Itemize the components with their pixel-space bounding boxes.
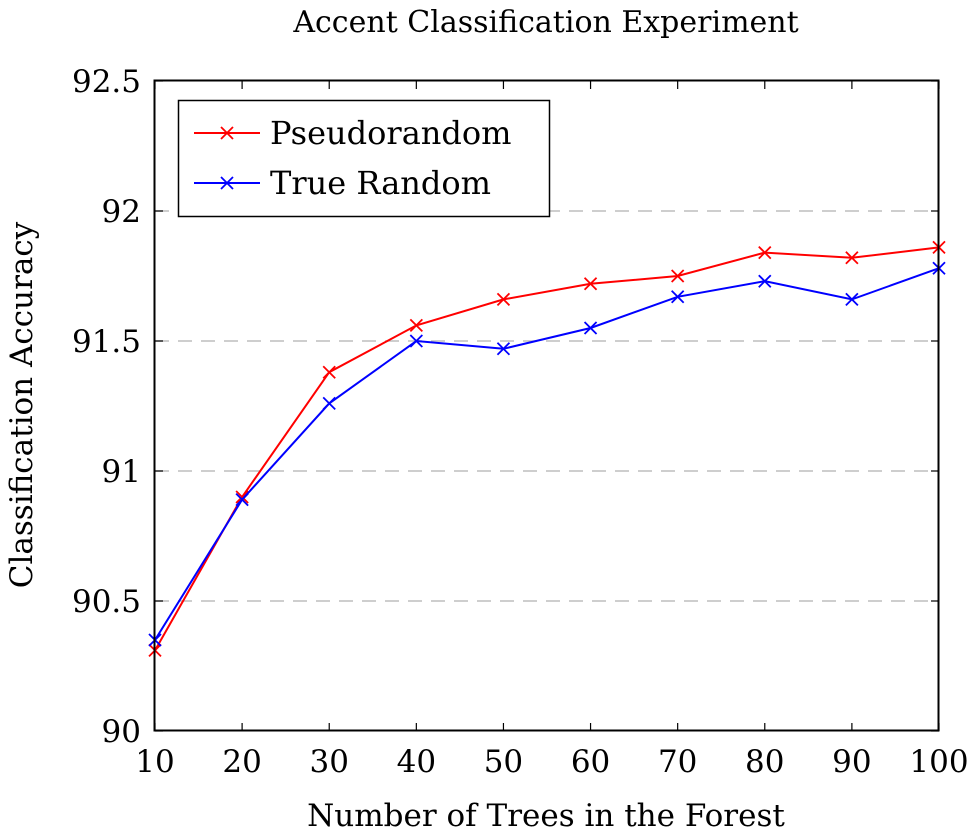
x-tick-label: 80 (745, 744, 784, 780)
x-tick-label: 10 (135, 744, 174, 780)
legend-marker (220, 176, 234, 190)
y-tick-label: 91.5 (72, 324, 141, 360)
x-tick-label: 50 (484, 744, 523, 780)
data-point (671, 269, 685, 283)
legend-item-pseudorandom: Pseudorandom (194, 114, 511, 152)
y-axis-label: Classification Accuracy (4, 221, 40, 588)
y-tick-label: 92.5 (72, 64, 141, 100)
legend-box (177, 99, 551, 218)
x-tick-label: 30 (309, 744, 348, 780)
legend: Pseudorandom True Random (177, 99, 551, 218)
data-point (583, 321, 598, 335)
data-point (845, 292, 859, 307)
series-line-pseudorandom (154, 246, 940, 651)
plot-series (148, 240, 946, 658)
series-pseudorandom (148, 240, 946, 658)
data-point (496, 292, 511, 307)
x-tick-label: 20 (222, 744, 261, 780)
data-point (758, 245, 772, 260)
y-tick-label: 92 (102, 194, 141, 230)
grid-lines (155, 210, 939, 602)
y-tick-label: 91 (102, 454, 141, 490)
chart-title: Accent Classification Experiment (292, 5, 798, 40)
legend-item-true-random: True Random (194, 164, 491, 202)
y-tick-label: 90.5 (72, 584, 141, 620)
x-tick-label: 70 (658, 744, 697, 780)
legend-label: True Random (270, 164, 491, 202)
series-line-true-random (154, 267, 940, 641)
data-point (496, 342, 511, 356)
data-point (409, 334, 423, 348)
y-tick-label: 90 (102, 714, 141, 750)
x-tick-label: 60 (571, 744, 610, 780)
x-axis-label: Number of Trees in the Forest (307, 798, 785, 834)
series-true-random (148, 261, 946, 647)
plot-frame (153, 79, 940, 732)
legend-label: Pseudorandom (270, 114, 511, 152)
axis-ticks: 10 20 30 40 50 60 70 80 90 100 90 90.5 91 91.5 92 92.5 (72, 64, 969, 780)
data-point (322, 365, 336, 379)
data-point (583, 277, 598, 291)
data-point (845, 251, 859, 265)
x-tick-label: 100 (909, 744, 968, 780)
data-point (671, 290, 685, 304)
data-point (235, 492, 249, 507)
legend-marker (220, 126, 234, 140)
data-point (758, 274, 772, 288)
x-tick-label: 90 (832, 744, 871, 780)
data-point (322, 396, 336, 411)
data-point (235, 490, 249, 504)
x-tick-label: 40 (397, 744, 436, 780)
data-point (409, 318, 423, 333)
